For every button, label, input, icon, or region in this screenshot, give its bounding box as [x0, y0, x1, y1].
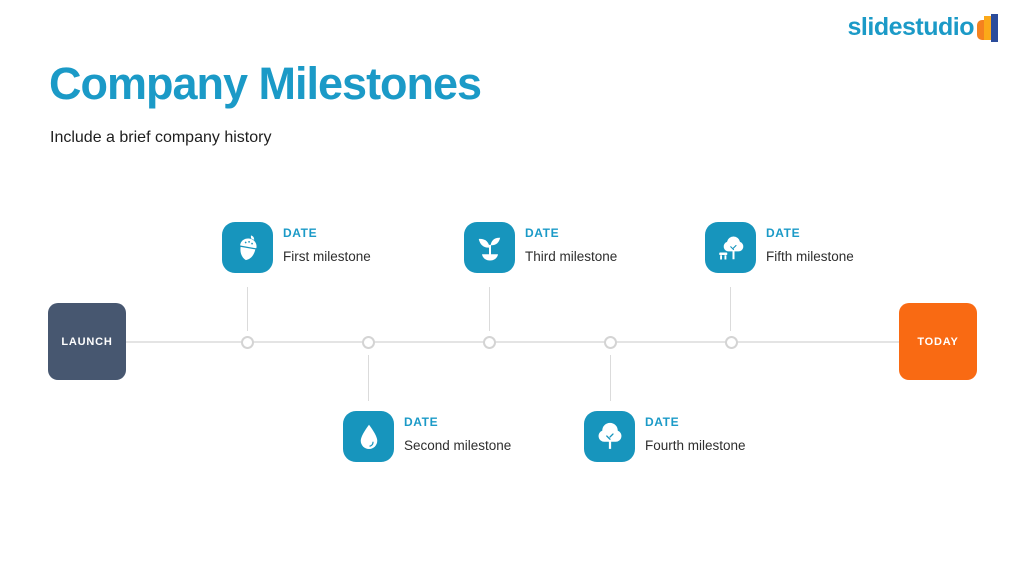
connector-milestone-4 [610, 355, 611, 401]
timeline-start-badge: LAUNCH [48, 303, 126, 380]
seedling-icon [464, 222, 515, 273]
connector-milestone-1 [247, 287, 248, 331]
milestone-text: Fifth milestone [766, 249, 854, 264]
timeline-line [126, 341, 899, 343]
milestone-card-2: DATE Second milestone [343, 411, 511, 462]
timeline-end-badge: TODAY [899, 303, 977, 380]
logo-mark-icon [977, 14, 998, 42]
milestone-date-label: DATE [283, 226, 318, 240]
page-subtitle: Include a brief company history [50, 129, 272, 146]
logo-bar-amber [984, 16, 991, 40]
page-title: Company Milestones [49, 58, 482, 109]
milestone-card-4: DATE Fourth milestone [584, 411, 746, 462]
milestone-card-5: DATE Fifth milestone [705, 222, 854, 273]
connector-milestone-3 [489, 287, 490, 331]
acorn-icon [222, 222, 273, 273]
milestone-date-label: DATE [766, 226, 801, 240]
milestone-card-1: DATE First milestone [222, 222, 371, 273]
connector-milestone-2 [368, 355, 369, 401]
milestone-text: Third milestone [525, 249, 618, 264]
timeline-node-5 [725, 336, 738, 349]
milestone-text: First milestone [283, 249, 371, 264]
logo: slidestudio [847, 13, 998, 42]
milestone-card-3: DATE Third milestone [464, 222, 617, 273]
logo-bar-blue [991, 14, 998, 42]
timeline-node-2 [362, 336, 375, 349]
timeline-node-1 [241, 336, 254, 349]
milestone-text: Second milestone [404, 438, 512, 453]
tree-icon [584, 411, 635, 462]
milestone-date-label: DATE [525, 226, 560, 240]
logo-text: slidestudio [847, 13, 975, 41]
connector-milestone-5 [730, 287, 731, 331]
milestone-text: Fourth milestone [645, 438, 746, 453]
timeline-node-4 [604, 336, 617, 349]
park-tree-icon [705, 222, 756, 273]
milestone-date-label: DATE [404, 415, 439, 429]
droplet-icon [343, 411, 394, 462]
timeline-node-3 [483, 336, 496, 349]
milestone-date-label: DATE [645, 415, 680, 429]
logo-bar-orange [977, 20, 984, 40]
